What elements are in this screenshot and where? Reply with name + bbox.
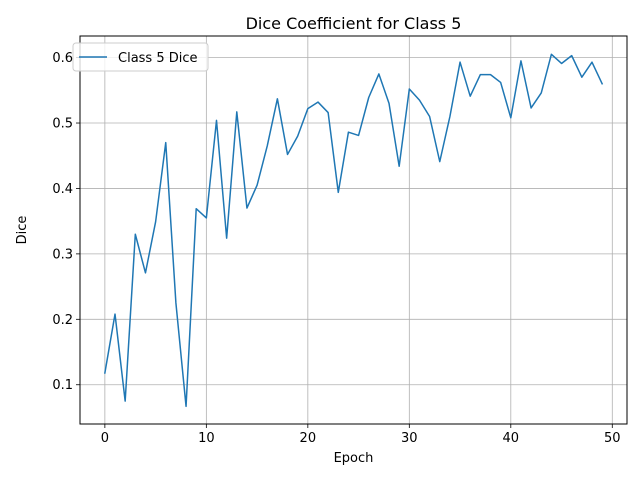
x-tick-label: 40 (503, 431, 520, 446)
y-tick-label: 0.3 (52, 247, 73, 262)
x-tick-label: 30 (401, 431, 418, 446)
legend-box (72, 42, 209, 72)
y-tick-label: 0.2 (52, 313, 73, 328)
chart-title: Dice Coefficient for Class 5 (246, 14, 462, 33)
legend: Class 5 Dice (72, 42, 209, 72)
grid (80, 36, 627, 424)
x-tick-label: 10 (198, 431, 215, 446)
series-layer (103, 53, 604, 408)
x-axis: 0 10 20 30 40 50 (101, 424, 621, 446)
y-tick-label: 0.6 (52, 51, 73, 66)
y-axis-label: Dice (15, 216, 30, 245)
x-tick-label: 0 (101, 431, 109, 446)
x-tick-label: 20 (300, 431, 317, 446)
plot-frame (79, 35, 628, 425)
y-axis: 0.1 0.2 0.3 0.4 0.5 0.6 (52, 51, 80, 393)
plot-area (80, 36, 627, 424)
y-tick-label: 0.5 (52, 117, 73, 132)
legend-label-class-5-dice: Class 5 Dice (118, 51, 198, 66)
y-tick-label: 0.4 (52, 182, 73, 197)
x-axis-label: Epoch (334, 451, 374, 466)
x-tick-label: 50 (604, 431, 621, 446)
series-line-class-5-dice (103, 53, 604, 408)
y-tick-label: 0.1 (52, 378, 73, 393)
